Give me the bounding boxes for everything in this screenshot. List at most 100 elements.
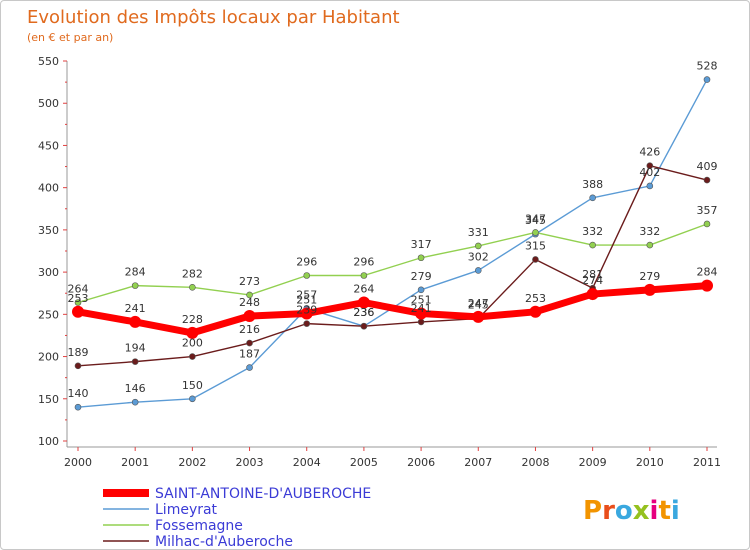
data-label: 284	[697, 266, 718, 279]
data-point	[186, 326, 199, 339]
data-label: 332	[639, 225, 660, 238]
data-label: 284	[125, 266, 146, 279]
data-point	[246, 291, 253, 299]
data-label: 228	[182, 313, 203, 326]
data-label: 245	[468, 299, 489, 312]
y-tick-label: 200	[38, 351, 59, 364]
data-label: 296	[353, 255, 374, 268]
legend: SAINT-ANTOINE-D'AUBEROCHELimeyratFossema…	[103, 486, 371, 550]
data-label: 409	[697, 160, 718, 173]
logo-text: Proxiti	[583, 496, 680, 526]
logo-letter: o	[615, 496, 633, 526]
data-point	[303, 320, 311, 327]
data-label: 279	[639, 270, 660, 283]
legend-label: Limeyrat	[155, 502, 218, 518]
data-label: 257	[296, 288, 317, 301]
data-point	[703, 76, 711, 83]
data-label: 150	[182, 379, 203, 392]
data-point	[589, 241, 596, 249]
data-label: 200	[182, 337, 203, 350]
data-label: 248	[239, 296, 260, 309]
logo-letter: i	[650, 496, 659, 526]
data-label: 140	[68, 387, 89, 400]
data-point	[72, 305, 84, 318]
data-label: 189	[68, 346, 89, 359]
data-label: 281	[582, 268, 603, 281]
data-label: 388	[582, 178, 603, 191]
data-point	[300, 307, 313, 320]
chart-title: Evolution des Impôts locaux par Habitant	[27, 7, 400, 28]
x-tick-label: 2009	[579, 456, 607, 469]
data-label: 216	[239, 323, 260, 336]
data-point	[474, 242, 482, 250]
data-point	[74, 299, 82, 306]
data-label: 296	[296, 255, 317, 268]
legend-label: Milhac-d'Auberoche	[155, 534, 293, 550]
legend-label: Fossemagne	[155, 518, 243, 534]
y-tick-label: 150	[38, 393, 59, 406]
axes: 100 150 200 250 300 350 400 450 500 550 2000 2001 20…	[38, 55, 721, 469]
data-label: 347	[525, 212, 546, 225]
data-label: 236	[353, 306, 374, 319]
data-label: 241	[411, 302, 432, 315]
y-tick-label: 400	[38, 182, 59, 195]
data-point	[131, 358, 139, 365]
y-tick-label: 450	[38, 139, 59, 152]
series-line	[77, 165, 708, 367]
data-label: 239	[296, 304, 317, 317]
x-tick-label: 2004	[293, 456, 321, 469]
data-point	[646, 241, 654, 249]
data-point	[360, 322, 368, 330]
data-label: 241	[125, 302, 146, 315]
data-point	[246, 339, 253, 347]
data-label: 273	[239, 275, 260, 288]
data-point	[129, 315, 142, 328]
data-point	[131, 398, 139, 406]
series-lines	[72, 76, 713, 411]
y-tick-label: 350	[38, 224, 59, 237]
data-label: 279	[411, 270, 432, 283]
data-point	[417, 286, 425, 294]
x-tick-label: 2006	[407, 456, 435, 469]
y-tick-label: 250	[38, 308, 59, 321]
data-point	[189, 395, 196, 403]
data-label: 282	[182, 267, 203, 280]
x-tick-label: 2008	[521, 456, 549, 469]
data-point	[646, 162, 654, 170]
data-point	[472, 310, 485, 323]
data-label: 315	[525, 239, 546, 252]
data-point	[646, 182, 654, 190]
data-label: 317	[411, 238, 432, 251]
data-label: 253	[525, 292, 546, 305]
data-point	[529, 305, 542, 318]
data-point	[417, 254, 425, 262]
data-point	[189, 353, 196, 360]
x-tick-label: 2002	[178, 456, 206, 469]
data-point	[74, 403, 82, 411]
data-point	[357, 296, 370, 309]
data-point	[417, 318, 425, 326]
data-point	[131, 282, 139, 289]
data-point	[474, 267, 482, 274]
data-point	[243, 310, 256, 323]
data-label: 146	[125, 382, 146, 395]
x-tick-label: 2005	[350, 456, 378, 469]
x-tick-label: 2001	[121, 456, 149, 469]
y-tick-label: 500	[38, 97, 59, 110]
logo-letter: t	[658, 496, 670, 526]
data-label: 426	[639, 146, 660, 159]
data-point	[303, 272, 311, 279]
data-point	[586, 288, 599, 301]
data-label: 264	[68, 283, 89, 296]
y-tick-label: 300	[38, 266, 59, 279]
data-point	[532, 229, 539, 236]
data-label: 251	[411, 293, 432, 306]
x-tick-label: 2007	[464, 456, 492, 469]
data-point	[74, 362, 82, 370]
data-label: 332	[582, 225, 603, 238]
data-label: 187	[239, 348, 260, 361]
x-tick-label: 2000	[64, 456, 92, 469]
data-label: 528	[697, 60, 718, 73]
